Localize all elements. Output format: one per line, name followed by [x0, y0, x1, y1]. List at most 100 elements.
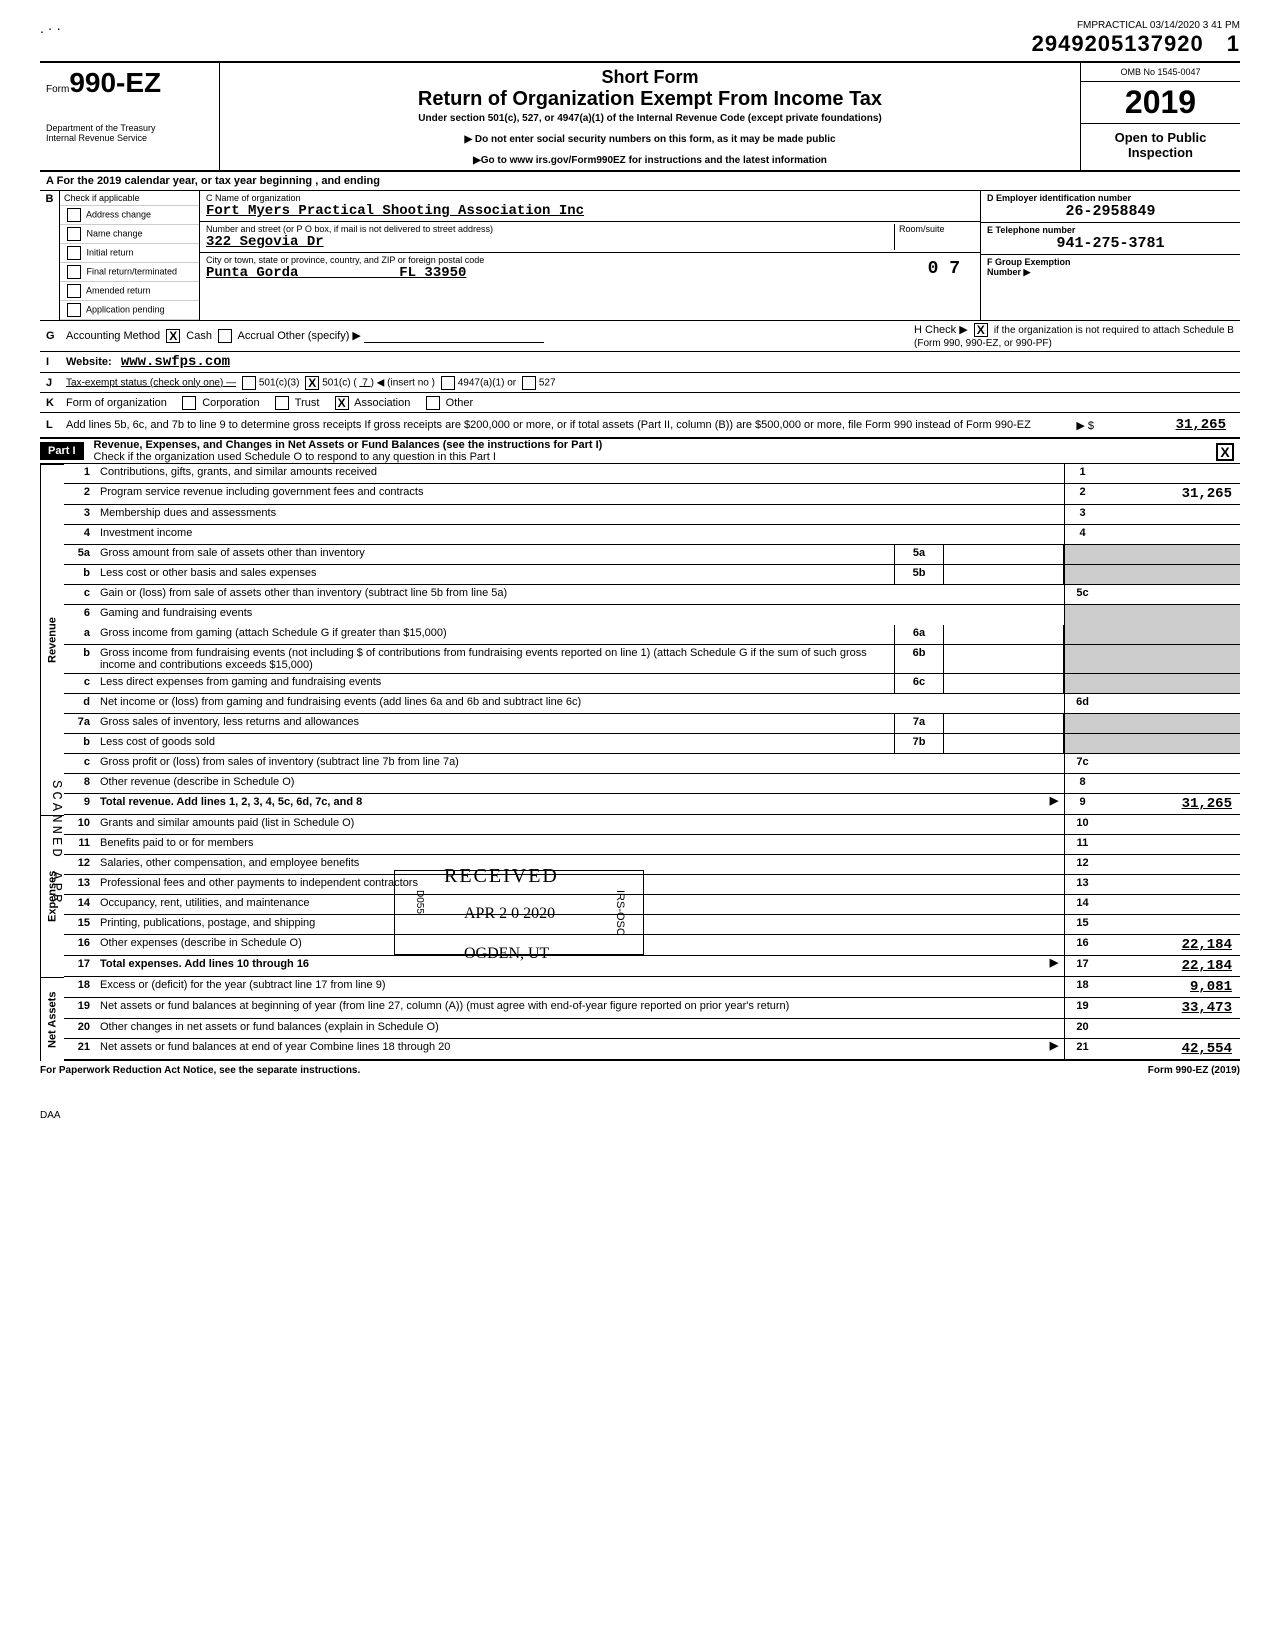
- j-letter: J: [46, 377, 66, 389]
- 501c-checkbox[interactable]: X: [305, 376, 319, 390]
- name-change-checkbox[interactable]: [67, 227, 81, 241]
- k-trust: Trust: [295, 397, 320, 409]
- dept: Department of the Treasury Internal Reve…: [46, 123, 213, 143]
- application-pending-checkbox[interactable]: [67, 303, 81, 317]
- line-6d-val: [1100, 694, 1240, 713]
- timestamp: FMPRACTICAL 03/14/2020 3 41 PM: [1032, 20, 1240, 31]
- line-2-val: 31,265: [1100, 484, 1240, 504]
- part1-x-checkbox[interactable]: X: [1216, 443, 1234, 461]
- box-5b: 5b: [894, 565, 944, 584]
- line-6-desc: Gaming and fundraising events: [96, 605, 1064, 625]
- open-public: Open to Public Inspection: [1081, 124, 1240, 166]
- b-final: Final return/terminated: [87, 266, 178, 276]
- box-6c: 6c: [894, 674, 944, 693]
- j-501c: 501(c) (: [322, 377, 356, 388]
- part1-label: Part I: [40, 442, 84, 460]
- arrow-21: ▶: [1044, 1039, 1064, 1059]
- trust-checkbox[interactable]: [275, 396, 289, 410]
- k-assoc: Association: [354, 397, 410, 409]
- line-20-val: [1100, 1019, 1240, 1038]
- accrual-checkbox[interactable]: [218, 329, 232, 343]
- k-other: Other: [446, 397, 474, 409]
- footer-right: Form 990-EZ (2019): [1148, 1065, 1240, 1076]
- line-17-desc: Total expenses. Add lines 10 through 16: [100, 958, 309, 970]
- f-label: F Group Exemption: [987, 257, 1234, 267]
- netassets-side-label: Net Assets: [40, 977, 64, 1061]
- line-19-val: 33,473: [1100, 998, 1240, 1018]
- room-label: Room/suite: [899, 224, 966, 234]
- e-label: E Telephone number: [987, 225, 1234, 235]
- line-5a-desc: Gross amount from sale of assets other t…: [96, 545, 894, 564]
- b-initial: Initial return: [87, 247, 134, 257]
- k-label: Form of organization: [66, 397, 167, 409]
- j-insert: 7: [362, 377, 368, 388]
- line-8-val: [1100, 774, 1240, 793]
- assoc-checkbox[interactable]: X: [335, 396, 349, 410]
- website-label: Website:: [66, 356, 112, 368]
- line-a-letter: A: [46, 175, 54, 187]
- form-prefix: Form: [46, 84, 69, 95]
- line-14-val: [1100, 895, 1240, 914]
- line-11-val: [1100, 835, 1240, 854]
- box-5a: 5a: [894, 545, 944, 564]
- line-7b-desc: Less cost of goods sold: [96, 734, 894, 753]
- box-6a: 6a: [894, 625, 944, 644]
- part1-title: Revenue, Expenses, and Changes in Net As…: [94, 439, 1210, 451]
- zero-seven: 0 7: [928, 259, 960, 279]
- line-6a-desc: Gross income from gaming (attach Schedul…: [96, 625, 894, 644]
- k-letter: K: [46, 397, 66, 409]
- b-check-label: Check if applicable: [60, 191, 199, 206]
- address-change-checkbox[interactable]: [67, 208, 81, 222]
- line-a-text: For the 2019 calendar year, or tax year …: [57, 175, 380, 187]
- line-8-desc: Other revenue (describe in Schedule O): [96, 774, 1064, 793]
- b-name-change: Name change: [87, 228, 143, 238]
- omb: OMB No 1545-0047: [1081, 63, 1240, 82]
- phone: 941-275-3781: [987, 235, 1234, 252]
- h-label: H Check ▶: [914, 324, 968, 336]
- line-5c-desc: Gain or (loss) from sale of assets other…: [96, 585, 1064, 604]
- g-label: Accounting Method: [66, 330, 160, 342]
- corp-checkbox[interactable]: [182, 396, 196, 410]
- cash-checkbox[interactable]: X: [166, 329, 180, 343]
- line-5c-val: [1100, 585, 1240, 604]
- scanned-stamp: SCANNED APR: [48, 780, 64, 905]
- line-11-desc: Benefits paid to or for members: [96, 835, 1064, 854]
- line-16-desc: Other expenses (describe in Schedule O): [96, 935, 1064, 955]
- line-19-desc: Net assets or fund balances at beginning…: [96, 998, 1064, 1018]
- 4947-checkbox[interactable]: [441, 376, 455, 390]
- k-corp: Corporation: [202, 397, 259, 409]
- line-18-val: 9,081: [1100, 977, 1240, 997]
- street-label: Number and street (or P O box, if mail i…: [206, 224, 886, 234]
- instruction-web: ▶Go to www irs.gov/Form990EZ for instruc…: [230, 155, 1070, 166]
- b-amended: Amended return: [86, 285, 151, 295]
- ein: 26-2958849: [987, 203, 1234, 220]
- h-checkbox[interactable]: X: [974, 323, 988, 337]
- 501c3-checkbox[interactable]: [242, 376, 256, 390]
- c-label: C Name of organization: [206, 193, 966, 203]
- line-15-val: [1100, 915, 1240, 934]
- arrow-9: ▶: [1044, 794, 1064, 814]
- line-5b-desc: Less cost or other basis and sales expen…: [96, 565, 894, 584]
- line-17-val: 22,184: [1100, 956, 1240, 976]
- line-10-val: [1100, 815, 1240, 834]
- ogden-stamp: OGDEN, UT: [464, 945, 549, 963]
- j-label: Tax-exempt status (check only one) —: [66, 377, 236, 388]
- city: Punta Gorda FL 33950: [206, 265, 974, 281]
- b-address-change: Address change: [86, 209, 151, 219]
- daa: DAA: [40, 1110, 1240, 1121]
- amended-return-checkbox[interactable]: [67, 284, 81, 298]
- dln: 2949205137920: [1032, 31, 1204, 56]
- j-insert-note: ) ◀ (insert no ): [371, 377, 435, 388]
- org-name: Fort Myers Practical Shooting Associatio…: [206, 203, 974, 219]
- line-2-desc: Program service revenue including govern…: [96, 484, 1064, 504]
- line-13-desc: Professional fees and other payments to …: [96, 875, 1064, 894]
- initial-return-checkbox[interactable]: [67, 246, 81, 260]
- l-text: Add lines 5b, 6c, and 7b to line 9 to de…: [66, 419, 1034, 431]
- final-return-checkbox[interactable]: [67, 265, 81, 279]
- other-checkbox[interactable]: [426, 396, 440, 410]
- form-number: 990-EZ: [69, 67, 161, 98]
- 527-checkbox[interactable]: [522, 376, 536, 390]
- part1-check: Check if the organization used Schedule …: [94, 451, 1210, 463]
- website: www.swfps.com: [121, 354, 230, 370]
- j-501c3: 501(c)(3): [259, 377, 300, 388]
